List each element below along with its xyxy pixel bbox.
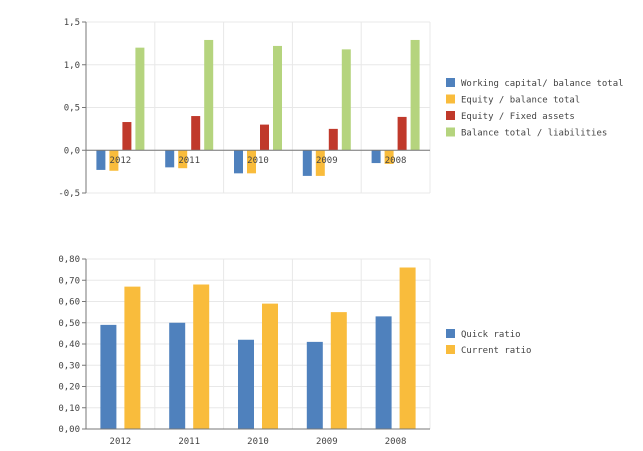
bar-2010-series-3 [260,124,269,151]
bar-2009-series-4 [341,49,351,151]
y-tick-label: 1,0 [64,61,80,71]
y-tick-label: 0,0 [64,146,80,156]
x-tick-label: 2008 [385,437,407,447]
y-tick-label: 0,30 [58,361,80,371]
y-tick-label: 0,10 [58,404,80,414]
y-tick-label: 0,00 [58,425,80,435]
x-tick-label: 2009 [316,437,338,447]
x-tick-label: 2011 [178,156,200,166]
ratio-chart-top: -0,5 0,0 0,5 1,0 1,5 2012 2011 2010 2009 2008 Work… [58,18,624,199]
legend-label: Equity / balance total [461,96,580,106]
bar-2011-series-2 [193,284,210,429]
bar-2009-series-3 [328,128,338,151]
y-tick-label: 0,80 [58,255,80,265]
bar-2009-series-2 [330,312,347,429]
legend-label: Equity / Fixed assets [461,112,575,122]
bar-2009-series-2 [315,150,325,176]
bar-2010-series-1 [234,150,243,174]
bar-2011-series-3 [191,116,201,151]
ratio-chart-bottom: 0,00 0,10 0,20 0,30 0,40 0,50 0,60 0,70 0,80 2012… [58,255,531,447]
bar-2009-series-1 [302,150,312,176]
bar-2012-series-1 [96,150,106,170]
y-tick-label: -0,5 [58,189,80,199]
legend-swatch-1 [446,78,455,87]
bar-2012-series-2 [109,150,119,171]
bar-2008-series-1 [375,316,392,429]
legend-label: Working capital/ balance total [461,79,624,89]
bar-2009-series-1 [306,341,323,429]
bar-2012-series-2 [124,286,141,429]
legend-swatch-3 [446,111,455,120]
y-tick-label: 0,40 [58,340,80,350]
bar-2008-series-3 [397,116,407,151]
x-tick-label: 2009 [316,156,338,166]
x-tick-label: 2010 [247,156,269,166]
y-tick-label: 1,5 [64,18,80,28]
bar-2012-series-1 [100,324,117,429]
y-tick-label: 0,60 [58,298,80,308]
x-tick-label: 2010 [247,437,269,447]
y-tick-label: 0,70 [58,276,80,286]
bar-2010-series-2 [262,303,278,429]
legend-label: Quick ratio [461,330,521,340]
legend-label: Current ratio [461,346,531,356]
y-tick-label: 0,20 [58,383,80,393]
bar-2012-series-4 [135,47,145,151]
bar-2011-series-4 [204,39,214,151]
legend-swatch-2 [446,94,455,104]
legend-swatch-1 [446,329,455,338]
x-tick-label: 2008 [385,156,407,166]
bar-2012-series-3 [122,122,132,151]
x-tick-label: 2011 [178,437,200,447]
bar-2011-series-1 [165,150,175,168]
legend-swatch-2 [446,345,455,354]
bar-2011-series-2 [178,150,188,169]
x-tick-label: 2012 [110,156,132,166]
bar-2008-series-1 [371,150,381,164]
bar-2011-series-1 [169,322,186,429]
bar-2010-series-4 [273,45,282,151]
bar-2008-series-4 [410,39,420,151]
bar-2010-series-2 [247,150,256,174]
bar-2010-series-1 [238,339,254,429]
x-tick-label: 2012 [110,437,132,447]
legend-swatch-4 [446,127,455,137]
bar-2008-series-2 [384,150,394,164]
y-tick-label: 0,5 [64,104,80,114]
bar-2008-series-2 [399,267,416,429]
legend-label: Balance total / liabilities [461,129,607,139]
y-tick-label: 0,50 [58,319,80,329]
